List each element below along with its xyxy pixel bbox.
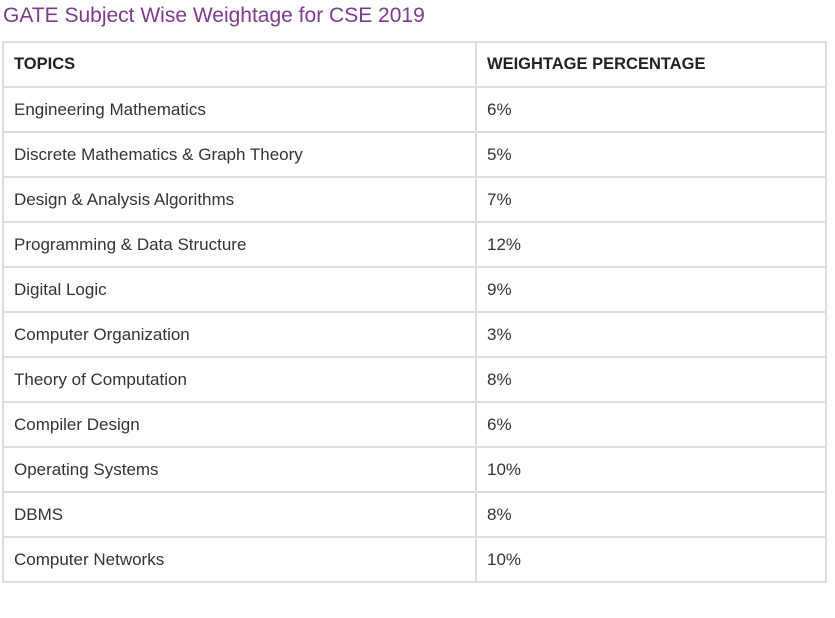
topic-cell: Programming & Data Structure — [2, 221, 477, 268]
weightage-cell: 5% — [475, 131, 827, 178]
table-header-row: TOPICS WEIGHTAGE PERCENTAGE — [2, 41, 827, 88]
weightage-cell: 6% — [475, 86, 827, 133]
table-row: DBMS 8% — [2, 491, 827, 538]
weightage-table: TOPICS WEIGHTAGE PERCENTAGE Engineering … — [2, 41, 827, 583]
topic-cell: Theory of Computation — [2, 356, 477, 403]
column-header-topics: TOPICS — [2, 41, 477, 88]
weightage-cell: 12% — [475, 221, 827, 268]
table-row: Programming & Data Structure 12% — [2, 221, 827, 268]
table-row: Operating Systems 10% — [2, 446, 827, 493]
table-row: Compiler Design 6% — [2, 401, 827, 448]
topic-cell: Engineering Mathematics — [2, 86, 477, 133]
table-row: Computer Networks 10% — [2, 536, 827, 583]
topic-cell: Design & Analysis Algorithms — [2, 176, 477, 223]
weightage-cell: 9% — [475, 266, 827, 313]
weightage-cell: 10% — [475, 446, 827, 493]
table-row: Theory of Computation 8% — [2, 356, 827, 403]
table-row: Engineering Mathematics 6% — [2, 86, 827, 133]
topic-cell: Computer Organization — [2, 311, 477, 358]
topic-cell: Operating Systems — [2, 446, 477, 493]
weightage-cell: 10% — [475, 536, 827, 583]
weightage-cell: 8% — [475, 356, 827, 403]
table-row: Design & Analysis Algorithms 7% — [2, 176, 827, 223]
topic-cell: Compiler Design — [2, 401, 477, 448]
table-row: Digital Logic 9% — [2, 266, 827, 313]
weightage-cell: 8% — [475, 491, 827, 538]
topic-cell: Digital Logic — [2, 266, 477, 313]
table-body: Engineering Mathematics 6% Discrete Math… — [2, 86, 827, 583]
weightage-cell: 3% — [475, 311, 827, 358]
weightage-cell: 7% — [475, 176, 827, 223]
page-title: GATE Subject Wise Weightage for CSE 2019 — [3, 4, 425, 27]
column-header-weightage-percentage: WEIGHTAGE PERCENTAGE — [475, 41, 827, 88]
table-row: Discrete Mathematics & Graph Theory 5% — [2, 131, 827, 178]
topic-cell: DBMS — [2, 491, 477, 538]
topic-cell: Computer Networks — [2, 536, 477, 583]
table-row: Computer Organization 3% — [2, 311, 827, 358]
topic-cell: Discrete Mathematics & Graph Theory — [2, 131, 477, 178]
weightage-cell: 6% — [475, 401, 827, 448]
